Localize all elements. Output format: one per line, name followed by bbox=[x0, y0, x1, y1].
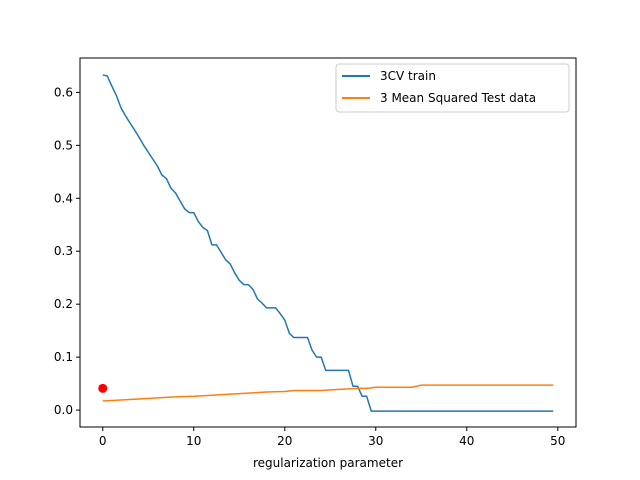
legend-label-test: 3 Mean Squared Test data bbox=[380, 91, 536, 105]
y-tick-label: 0.2 bbox=[54, 297, 73, 311]
x-tick-label: 0 bbox=[99, 434, 107, 448]
y-tick-label: 0.4 bbox=[54, 191, 73, 205]
x-axis-label: regularization parameter bbox=[253, 456, 403, 470]
y-tick-label: 0.6 bbox=[54, 85, 73, 99]
data-point-marker-0 bbox=[98, 383, 108, 393]
plot-lines bbox=[102, 74, 554, 412]
y-tick-label: 0.3 bbox=[54, 244, 73, 258]
x-tick-label: 20 bbox=[277, 434, 292, 448]
y-tick-label: 0.5 bbox=[54, 138, 73, 152]
y-axis-ticks: 0.0 0.1 0.2 0.3 0.4 0.5 0.6 bbox=[54, 85, 80, 417]
y-tick-label: 0.0 bbox=[54, 403, 73, 417]
legend: 3CV train 3 Mean Squared Test data bbox=[335, 63, 570, 113]
series-line-1 bbox=[102, 384, 554, 402]
x-tick-label: 50 bbox=[550, 434, 565, 448]
x-axis-ticks: 0 10 20 30 40 50 bbox=[99, 427, 565, 448]
plot-markers bbox=[98, 383, 108, 393]
x-tick-label: 30 bbox=[368, 434, 383, 448]
x-tick-label: 40 bbox=[459, 434, 474, 448]
x-tick-label: 10 bbox=[186, 434, 201, 448]
series-line-0 bbox=[102, 74, 554, 412]
axes-frame bbox=[79, 57, 577, 428]
y-tick-label: 0.1 bbox=[54, 350, 73, 364]
legend-box bbox=[335, 63, 570, 113]
legend-label-train: 3CV train bbox=[380, 69, 436, 83]
